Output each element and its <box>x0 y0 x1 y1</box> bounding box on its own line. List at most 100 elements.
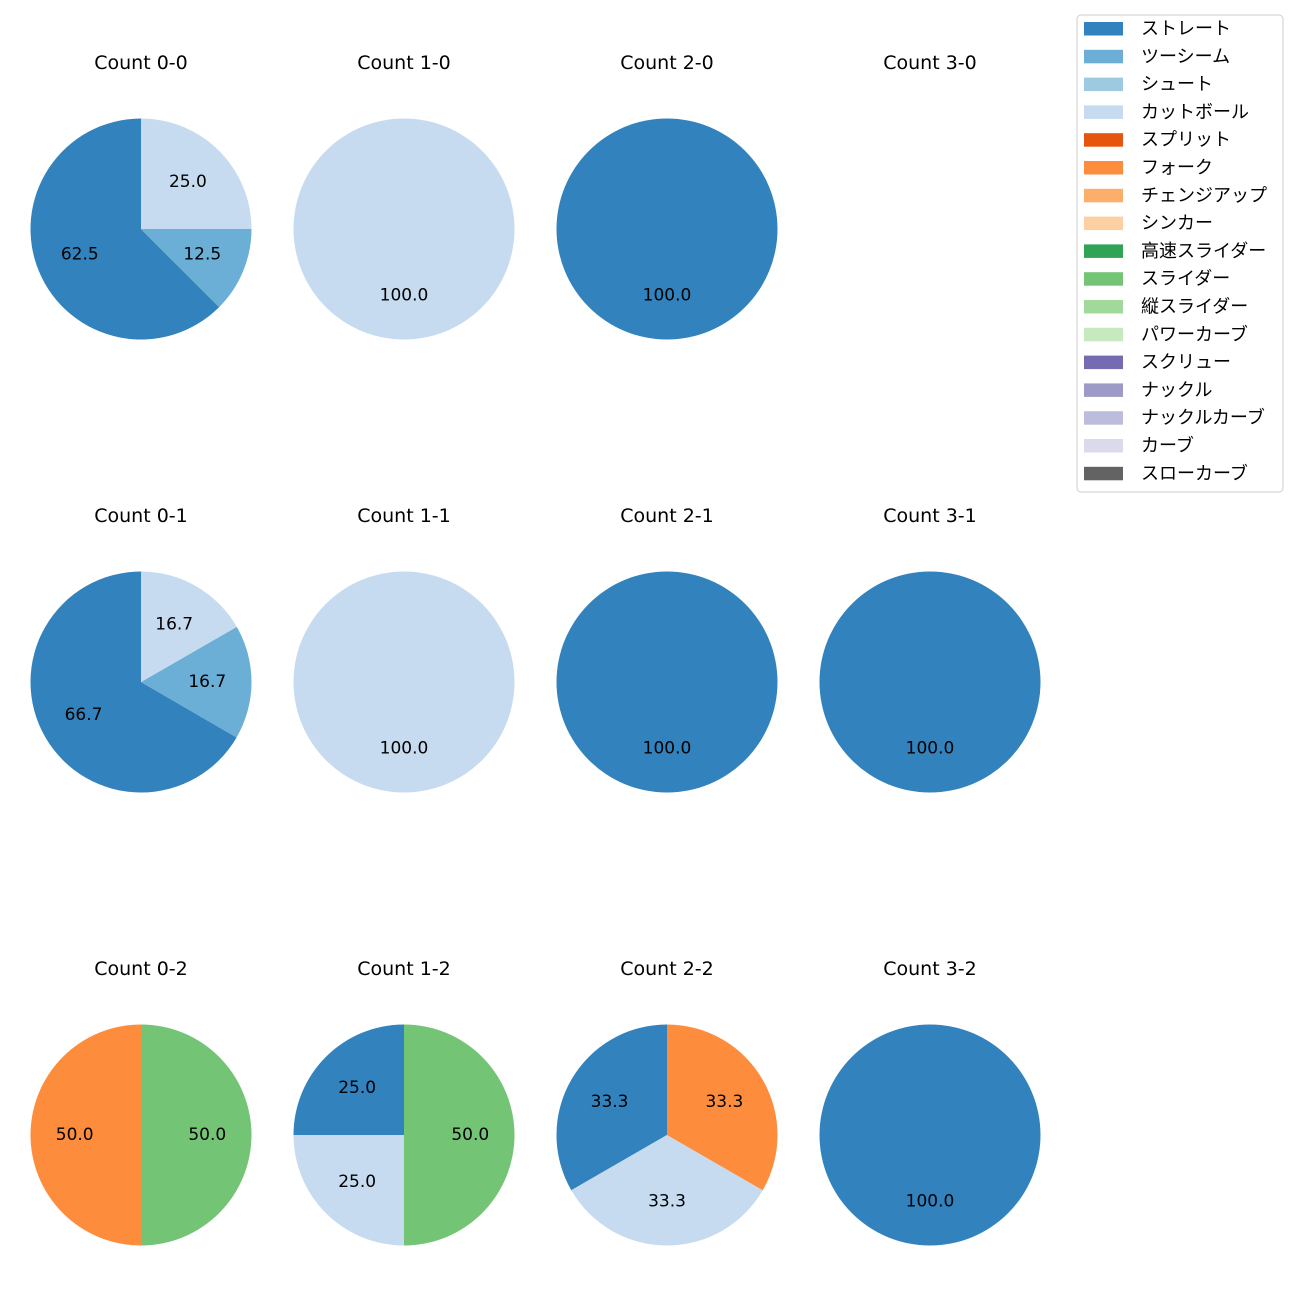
legend-swatch <box>1084 77 1123 92</box>
count-1-0-slice-カットボール <box>293 118 515 340</box>
count-0-1-slice-カットボール-label: 16.7 <box>155 615 193 635</box>
legend-item-3: カットボール <box>1084 102 1249 123</box>
legend-swatch <box>1084 439 1123 453</box>
legend-item-1: ツーシーム <box>1084 46 1230 67</box>
count-2-1-slice-ストレート-label: 100.0 <box>643 738 692 758</box>
count-0-1-pie: Count 0-1 66.7 16.7 16.7 <box>30 505 252 793</box>
count-0-2-slice-スライダー-label: 50.0 <box>188 1125 226 1145</box>
legend-swatch <box>1084 355 1123 370</box>
count-2-0-slice-ストレート <box>556 118 778 340</box>
count-2-2-slice-カットボール-label: 33.3 <box>648 1191 686 1211</box>
count-2-1-title: Count 2-1 <box>620 505 714 527</box>
count-0-2-slice-フォーク <box>30 1024 142 1246</box>
count-1-1-title: Count 1-1 <box>357 505 451 527</box>
legend-item-2: シュート <box>1084 74 1213 95</box>
count-0-0-slice-ストレート <box>30 118 220 340</box>
legend-label: スライダー <box>1141 269 1230 290</box>
legend-label: 縦スライダー <box>1141 297 1248 318</box>
legend-label: 高速スライダー <box>1141 241 1266 262</box>
count-0-0-title: Count 0-0 <box>94 52 188 74</box>
legend-label: チェンジアップ <box>1141 185 1267 206</box>
count-3-1-slice-ストレート-label: 100.0 <box>906 738 955 758</box>
count-0-0-slice-ツーシーム-label: 12.5 <box>183 244 221 264</box>
legend-swatch <box>1084 133 1123 147</box>
legend-label: ナックル <box>1141 380 1212 401</box>
count-3-1-title: Count 3-1 <box>883 505 977 527</box>
legend-item-10: 縦スライダー <box>1084 297 1248 318</box>
count-0-1-slice-ストレート-label: 66.7 <box>65 705 103 725</box>
count-2-0-slice-ストレート-label: 100.0 <box>643 285 692 305</box>
count-0-0-slice-ストレート-label: 62.5 <box>61 244 99 264</box>
count-2-2-slice-カットボール <box>571 1135 763 1246</box>
legend-label: スプリット <box>1141 130 1231 151</box>
count-2-2-pie: Count 2-2 33.3 33.3 33.3 <box>556 958 778 1246</box>
legend-label: パワーカーブ <box>1141 323 1248 345</box>
legend-swatch <box>1084 466 1123 481</box>
count-1-1-pie: Count 1-1 100.0 <box>293 505 515 793</box>
count-0-0-slice-カットボール-label: 25.0 <box>169 172 207 192</box>
count-3-2-slice-ストレート <box>819 1024 1041 1246</box>
legend-swatch <box>1084 105 1123 119</box>
legend-swatch <box>1084 216 1123 231</box>
count-1-2-slice-ストレート <box>293 1024 404 1135</box>
count-3-1-pie: Count 3-1 100.0 <box>819 505 1041 793</box>
count-0-0-slice-カットボール <box>141 118 252 229</box>
count-1-1-slice-カットボール <box>293 571 515 793</box>
legend-label: カットボール <box>1141 102 1249 123</box>
legend-label: シンカー <box>1141 213 1213 234</box>
legend-label: フォーク <box>1141 158 1213 179</box>
legend-item-11: パワーカーブ <box>1084 323 1248 345</box>
count-3-2-title: Count 3-2 <box>883 958 977 980</box>
count-3-0-title: Count 3-0 <box>883 52 977 74</box>
count-0-1-slice-カットボール <box>141 571 237 682</box>
count-1-2-title: Count 1-2 <box>357 958 451 980</box>
legend-swatch <box>1084 272 1123 286</box>
legend-item-6: チェンジアップ <box>1084 185 1267 206</box>
count-0-0-pie: Count 0-0 62.5 12.5 25.0 <box>30 52 252 340</box>
count-1-2-slice-カットボール <box>293 1135 404 1246</box>
legend-item-14: ナックルカーブ <box>1084 407 1265 429</box>
legend-item-5: フォーク <box>1084 158 1213 179</box>
legend-label: カーブ <box>1141 435 1194 457</box>
count-0-2-title: Count 0-2 <box>94 958 188 980</box>
legend-label: ナックルカーブ <box>1141 407 1265 429</box>
count-1-2-slice-スライダー <box>404 1024 515 1246</box>
count-2-2-slice-フォーク <box>667 1024 778 1191</box>
count-1-0-pie: Count 1-0 100.0 <box>293 52 515 340</box>
legend-label: ストレート <box>1141 19 1231 40</box>
count-2-1-slice-ストレート <box>556 571 778 793</box>
count-0-2-slice-フォーク-label: 50.0 <box>56 1125 94 1145</box>
count-3-1-slice-ストレート <box>819 571 1041 793</box>
legend-item-12: スクリュー <box>1084 352 1231 373</box>
legend-swatch <box>1084 300 1123 314</box>
legend-swatch <box>1084 49 1123 64</box>
legend-item-15: カーブ <box>1084 435 1194 457</box>
count-1-2-slice-ストレート-label: 25.0 <box>338 1078 376 1098</box>
count-3-2-pie: Count 3-2 100.0 <box>819 958 1041 1246</box>
count-2-1-pie: Count 2-1 100.0 <box>556 505 778 793</box>
legend-item-9: スライダー <box>1084 269 1230 290</box>
count-0-1-slice-ツーシーム <box>141 626 252 738</box>
count-0-1-slice-ツーシーム-label: 16.7 <box>188 672 226 692</box>
legend-frame <box>1076 14 1284 493</box>
legend-item-0: ストレート <box>1084 19 1231 40</box>
legend-label: スローカーブ <box>1141 462 1248 484</box>
legend-item-4: スプリット <box>1084 130 1231 151</box>
count-1-0-title: Count 1-0 <box>357 52 451 74</box>
legend-item-13: ナックル <box>1084 380 1212 401</box>
count-2-2-slice-ストレート <box>556 1024 667 1191</box>
legend-label: スクリュー <box>1141 352 1231 373</box>
count-2-0-title: Count 2-0 <box>620 52 714 74</box>
count-0-0-slice-ツーシーム <box>141 229 252 308</box>
count-2-2-title: Count 2-2 <box>620 958 714 980</box>
legend-label: ツーシーム <box>1141 46 1230 67</box>
count-2-2-slice-ストレート-label: 33.3 <box>591 1092 629 1112</box>
legend-item-7: シンカー <box>1084 213 1213 234</box>
legend-swatch <box>1084 411 1123 425</box>
legend-swatch <box>1084 22 1123 36</box>
count-1-0-slice-カットボール-label: 100.0 <box>380 285 429 305</box>
legend-swatch <box>1084 383 1123 397</box>
count-1-2-slice-カットボール-label: 25.0 <box>338 1172 376 1192</box>
